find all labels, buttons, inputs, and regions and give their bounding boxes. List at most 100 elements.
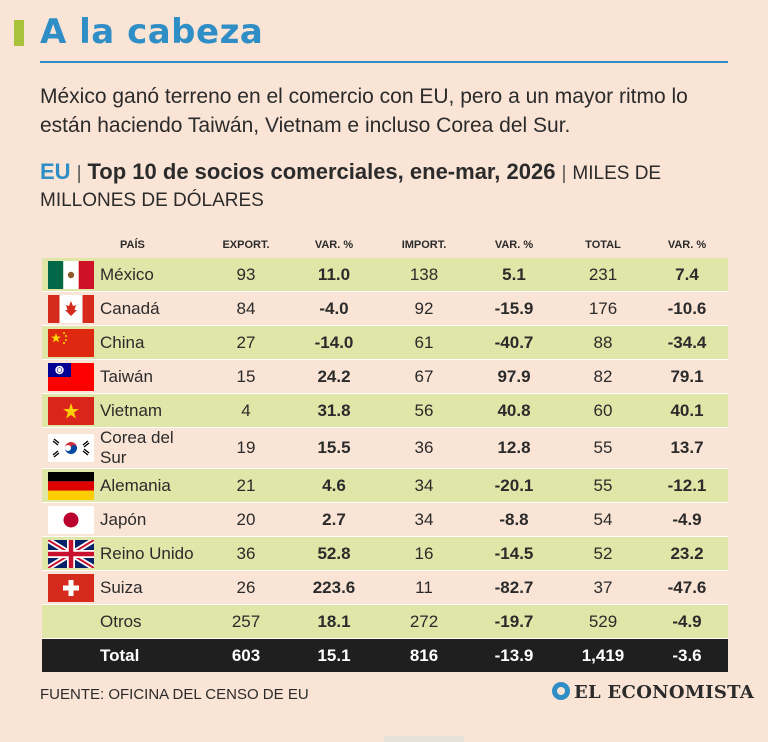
export-value: 21: [204, 468, 288, 503]
total-var: 40.1: [646, 393, 728, 428]
title-divider: [40, 61, 728, 63]
flag-cell: [42, 604, 100, 639]
total-value: 60: [560, 393, 646, 428]
total-var: 13.7: [646, 427, 728, 469]
country-name: México: [100, 258, 204, 292]
trade-partners-table: PAÍS EXPORT. VAR. % IMPORT. VAR. % TOTAL…: [42, 232, 728, 672]
country-name: China: [100, 325, 204, 360]
logo-text: EL ECONOMISTA: [574, 682, 755, 703]
country-name: Canadá: [100, 291, 204, 326]
export-value: 4: [204, 393, 288, 428]
mexico-flag-icon: [48, 260, 94, 289]
flag-cell: [42, 536, 100, 571]
total-value: 55: [560, 427, 646, 469]
vietnam-flag-icon: [48, 396, 94, 425]
export-value: 26: [204, 570, 288, 605]
import-var: -82.7: [468, 570, 560, 605]
import-value: 816: [380, 638, 468, 672]
country-name: Suiza: [100, 570, 204, 605]
total-var: -4.9: [646, 604, 728, 639]
flag-cell: [42, 427, 100, 469]
import-var: -14.5: [468, 536, 560, 571]
export-var: 24.2: [288, 359, 380, 394]
total-var: 23.2: [646, 536, 728, 571]
publisher-logo: EL ECONOMISTA: [552, 682, 754, 703]
column-header: TOTAL: [585, 239, 621, 251]
import-var: -40.7: [468, 325, 560, 360]
region-label: EU: [40, 159, 71, 184]
table-row: Reino Unido 36 52.8 16 -14.5 52 23.2: [42, 536, 728, 571]
total-value: 54: [560, 502, 646, 537]
export-var: 18.1: [288, 604, 380, 639]
table-row: Japón 20 2.7 34 -8.8 54 -4.9: [42, 502, 728, 537]
total-row: Total 603 15.1 816 -13.9 1,419 -3.6: [42, 638, 728, 672]
import-var: 12.8: [468, 427, 560, 469]
total-value: 82: [560, 359, 646, 394]
table-row: Alemania 21 4.6 34 -20.1 55 -12.1: [42, 468, 728, 503]
column-header: VAR. %: [667, 239, 707, 251]
export-var: 15.1: [288, 638, 380, 672]
south-korea-flag-icon: [48, 434, 94, 462]
export-var: 52.8: [288, 536, 380, 571]
import-value: 16: [380, 536, 468, 571]
import-value: 138: [380, 258, 468, 292]
table-row: Vietnam 4 31.8 56 40.8 60 40.1: [42, 393, 728, 428]
import-var: -19.7: [468, 604, 560, 639]
flag-cell: [42, 502, 100, 537]
separator: |: [76, 163, 82, 184]
import-value: 67: [380, 359, 468, 394]
total-var: 79.1: [646, 359, 728, 394]
flag-cell: [42, 325, 100, 360]
column-header: VAR. %: [314, 239, 354, 251]
table-row: México 93 11.0 138 5.1 231 7.4: [42, 258, 728, 292]
table-header-row: PAÍS EXPORT. VAR. % IMPORT. VAR. % TOTAL…: [42, 232, 728, 258]
import-value: 56: [380, 393, 468, 428]
flag-cell: [42, 359, 100, 394]
import-value: 36: [380, 427, 468, 469]
import-value: 92: [380, 291, 468, 326]
country-name: Corea del Sur: [100, 427, 204, 469]
table-heading: EU | Top 10 de socios comerciales, ene-mar…: [40, 158, 740, 214]
export-var: 2.7: [288, 502, 380, 537]
total-var: -47.6: [646, 570, 728, 605]
flag-cell: [42, 638, 100, 672]
export-value: 603: [204, 638, 288, 672]
table-row: China 27 -14.0 61 -40.7 88 -34.4: [42, 325, 728, 360]
column-header: EXPORT.: [222, 239, 270, 251]
import-var: 40.8: [468, 393, 560, 428]
country-name: Japón: [100, 502, 204, 537]
uk-flag-icon: [48, 539, 94, 568]
total-var: -3.6: [646, 638, 728, 672]
taiwan-flag-icon: [48, 362, 94, 391]
export-var: 4.6: [288, 468, 380, 503]
flag-cell: [42, 468, 100, 503]
import-value: 61: [380, 325, 468, 360]
export-value: 19: [204, 427, 288, 469]
import-value: 34: [380, 468, 468, 503]
import-value: 11: [380, 570, 468, 605]
flag-cell: [42, 393, 100, 428]
export-value: 93: [204, 258, 288, 292]
total-value: 52: [560, 536, 646, 571]
export-value: 257: [204, 604, 288, 639]
table-row: Taiwán 15 24.2 67 97.9 82 79.1: [42, 359, 728, 394]
switzerland-flag-icon: [48, 573, 94, 602]
germany-flag-icon: [48, 471, 94, 500]
column-header: IMPORT.: [401, 239, 447, 251]
bottom-strip: [384, 736, 464, 742]
flag-cell: [42, 570, 100, 605]
import-var: -15.9: [468, 291, 560, 326]
total-value: 176: [560, 291, 646, 326]
import-value: 34: [380, 502, 468, 537]
country-name: Vietnam: [100, 393, 204, 428]
export-var: -4.0: [288, 291, 380, 326]
page-title: A la cabeza: [40, 12, 264, 52]
column-header: VAR. %: [494, 239, 534, 251]
import-value: 272: [380, 604, 468, 639]
table-row: Canadá 84 -4.0 92 -15.9 176 -10.6: [42, 291, 728, 326]
separator: |: [561, 163, 567, 184]
import-var: -20.1: [468, 468, 560, 503]
title-accent-bar: [14, 20, 24, 46]
total-value: 231: [560, 258, 646, 292]
import-var: 5.1: [468, 258, 560, 292]
